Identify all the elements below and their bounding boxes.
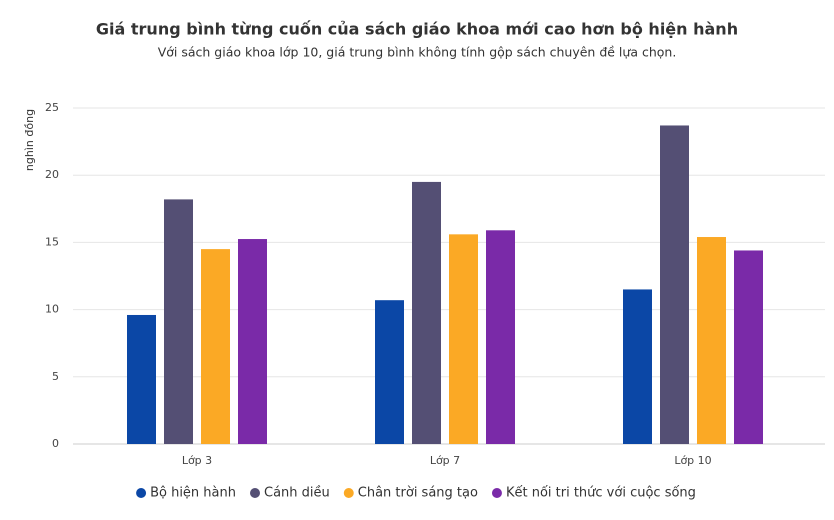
legend-label: Bộ hiện hành [150, 486, 236, 501]
bar [412, 181, 441, 445]
bar [660, 125, 689, 445]
legend-label: Cánh diều [264, 486, 330, 501]
legend-swatch [136, 488, 147, 498]
x-tick-label: Lớp 7 [430, 454, 460, 467]
bar [449, 234, 478, 444]
y-tick-label: 0 [52, 437, 59, 450]
bar [486, 230, 515, 444]
y-tick-label: 5 [52, 370, 59, 383]
legend-swatch [250, 488, 260, 498]
bar [697, 237, 726, 444]
y-tick-label: 25 [45, 101, 59, 114]
y-tick-label: 20 [45, 168, 59, 181]
y-tick-label: 15 [45, 235, 59, 248]
legend-swatch [491, 488, 502, 498]
x-tick-label: Lớp 10 [674, 454, 711, 467]
legend-label: Chân trời sáng tạo [358, 486, 478, 501]
bar [127, 314, 156, 444]
bar [164, 199, 193, 444]
y-axis-label: nghìn đồng [23, 109, 36, 171]
legend-swatch [343, 488, 354, 498]
chart-subtitle: Với sách giáo khoa lớp 10, giá trung bìn… [158, 45, 677, 60]
legend-label: Kết nối tri thức với cuộc sống [506, 486, 696, 501]
chart-title: Giá trung bình từng cuốn của sách giáo k… [96, 20, 738, 39]
x-tick-label: Lớp 3 [182, 454, 212, 467]
bar [734, 250, 763, 444]
bar [623, 289, 652, 444]
bar [238, 239, 267, 444]
bar [201, 249, 230, 444]
y-tick-label: 10 [45, 303, 59, 316]
bar [375, 300, 404, 444]
